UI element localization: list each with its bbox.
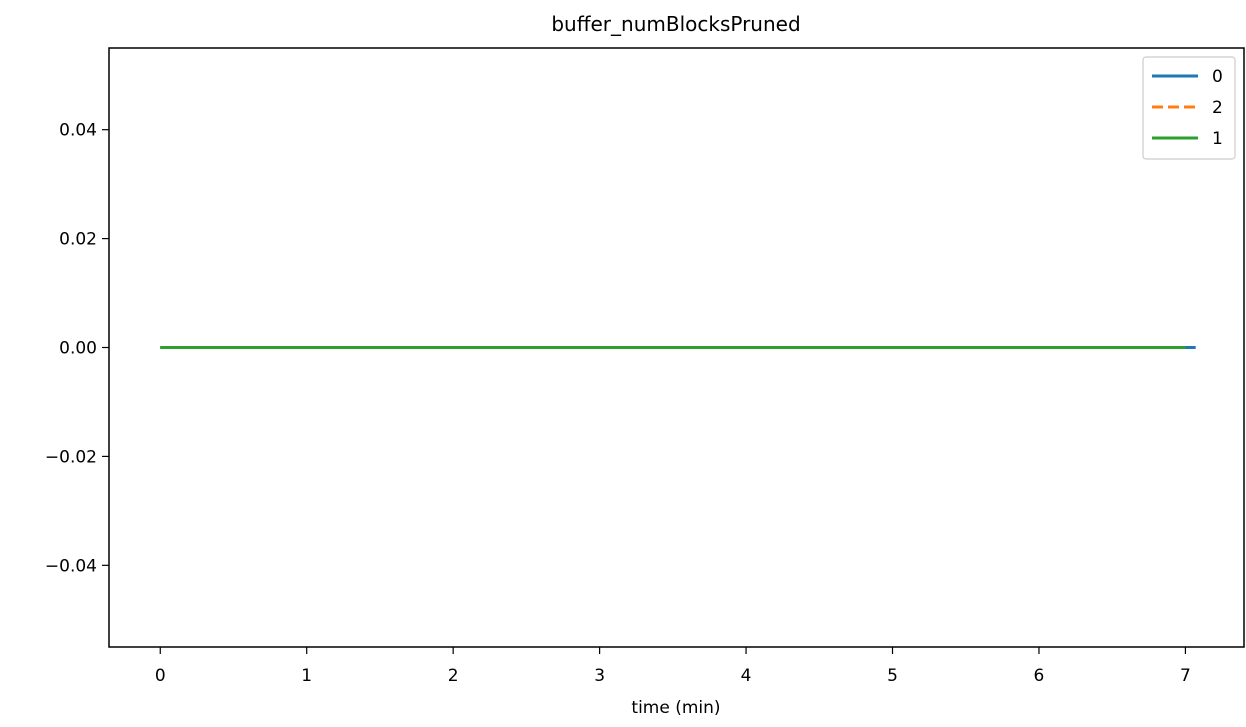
x-axis-label: time (min) xyxy=(631,698,720,718)
x-tick-label: 0 xyxy=(155,666,166,686)
x-tick-label: 2 xyxy=(448,666,459,686)
x-tick-label: 5 xyxy=(887,666,898,686)
y-tick-label: −0.02 xyxy=(45,447,97,467)
x-tick-label: 4 xyxy=(741,666,752,686)
y-tick-label: 0.02 xyxy=(59,230,97,250)
y-tick-label: −0.04 xyxy=(45,556,97,576)
legend-label-0: 0 xyxy=(1212,67,1223,87)
y-tick-label: 0.00 xyxy=(59,339,97,359)
legend-label-1: 1 xyxy=(1212,129,1223,149)
x-tick-label: 6 xyxy=(1034,666,1045,686)
y-tick-label: 0.04 xyxy=(59,121,97,141)
legend-label-2: 2 xyxy=(1212,98,1223,118)
x-tick-label: 1 xyxy=(301,666,312,686)
x-axis-ticks: 0 1 2 3 4 5 6 7 xyxy=(155,647,1191,686)
x-tick-label: 7 xyxy=(1180,666,1191,686)
y-axis-ticks: 0.04 0.02 0.00 −0.02 −0.04 xyxy=(45,121,109,576)
x-tick-label: 3 xyxy=(594,666,605,686)
legend: 0 2 1 xyxy=(1142,56,1236,160)
chart-title: buffer_numBlocksPruned xyxy=(551,12,800,36)
